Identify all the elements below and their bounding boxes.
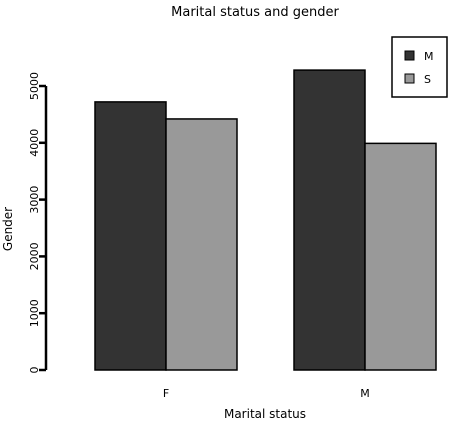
- y-tick-label: 1000: [28, 299, 41, 327]
- y-tick-label: 3000: [28, 186, 41, 214]
- legend-box: [391, 36, 448, 98]
- legend-label-S: S: [424, 73, 431, 86]
- y-axis-label: Gender: [1, 207, 15, 251]
- x-tick-label-M: M: [360, 387, 370, 400]
- bar-M-S: [364, 142, 437, 371]
- chart-title: Marital status and gender: [171, 5, 339, 20]
- x-tick-label-F: F: [163, 387, 169, 400]
- bar-F-M: [94, 101, 167, 371]
- legend-swatch-M: [404, 50, 415, 61]
- y-tick-label: 5000: [28, 72, 41, 100]
- bars: [94, 69, 437, 371]
- bar-M-M: [293, 69, 366, 371]
- legend: MS: [391, 36, 448, 98]
- y-tick-label: 4000: [28, 129, 41, 157]
- y-tick-label: 2000: [28, 242, 41, 270]
- y-axis: 0 1000 2000 3000 4000 5000: [28, 72, 48, 374]
- bar-F-S: [165, 118, 238, 371]
- legend-label-M: M: [424, 50, 434, 63]
- x-axis-label: Marital status: [224, 407, 306, 421]
- y-tick-label: 0: [28, 367, 41, 374]
- legend-swatch-S: [404, 73, 415, 84]
